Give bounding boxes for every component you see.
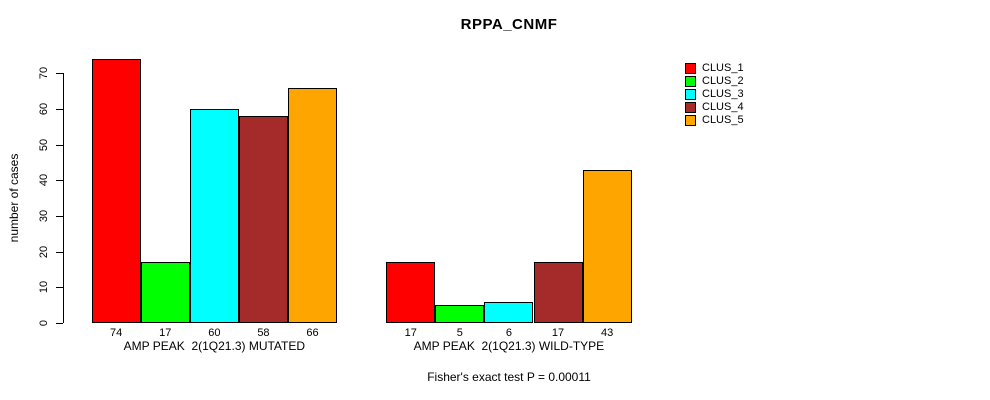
- y-axis-tick-label: 40: [38, 174, 50, 187]
- legend-row-clus_1: CLUS_1: [685, 62, 744, 75]
- legend-swatch-icon: [685, 115, 696, 126]
- bar-value-label: 74: [110, 327, 123, 339]
- bar-clus_5-group2: [582, 169, 632, 323]
- y-axis-tick: [56, 180, 63, 182]
- bar-clus_2-group1: [140, 262, 190, 323]
- y-axis-tick: [56, 108, 63, 110]
- y-axis-tick-label: 20: [38, 245, 50, 258]
- bar-clus_3-group2: [484, 301, 534, 323]
- chart-title: RPPA_CNMF: [460, 16, 558, 33]
- y-axis-tick: [56, 73, 63, 75]
- legend-label: CLUS_3: [702, 88, 744, 100]
- y-axis-tick-label: 0: [38, 319, 50, 327]
- bar-value-label: 17: [159, 327, 172, 339]
- legend-swatch-icon: [685, 63, 696, 74]
- legend-row-clus_3: CLUS_3: [685, 88, 744, 101]
- bar-clus_1-group1: [91, 59, 141, 323]
- legend-swatch-icon: [685, 89, 696, 100]
- y-axis-tick-label: 60: [38, 102, 50, 116]
- bar-clus_1-group2: [386, 262, 436, 323]
- y-axis-tick: [56, 251, 63, 253]
- y-axis-tick-label: 70: [38, 67, 50, 80]
- legend-swatch-icon: [685, 102, 696, 113]
- y-axis-tick: [56, 144, 63, 146]
- legend-label: CLUS_5: [702, 114, 744, 126]
- y-axis-tick: [56, 215, 63, 217]
- legend-swatch-icon: [685, 76, 696, 87]
- legend: CLUS_1 CLUS_2 CLUS_3 CLUS_4 CLUS_5: [685, 62, 744, 127]
- bar-clus_4-group1: [238, 116, 288, 323]
- bar-clus_2-group2: [435, 305, 485, 323]
- bar-value-label: 43: [601, 327, 614, 339]
- legend-label: CLUS_4: [702, 101, 744, 113]
- y-axis-title: number of cases: [7, 153, 21, 243]
- legend-label: CLUS_2: [702, 75, 744, 87]
- group-label-1: AMP PEAK 2(1Q21.3) MUTATED: [123, 339, 306, 353]
- y-axis-tick-label: 10: [38, 281, 50, 294]
- bar-value-label: 60: [208, 327, 221, 339]
- fisher-test-annotation: Fisher's exact test P = 0.00011: [427, 370, 591, 384]
- legend-row-clus_2: CLUS_2: [685, 75, 744, 88]
- legend-label: CLUS_1: [702, 62, 744, 74]
- y-axis-line: [63, 73, 64, 323]
- bar-value-label: 58: [257, 327, 270, 339]
- y-axis-tick: [56, 287, 63, 289]
- bar-value-label: 17: [551, 327, 565, 339]
- bar-clus_4-group2: [533, 262, 583, 323]
- bar-value-label: 5: [456, 327, 463, 339]
- bar-value-label: 17: [404, 327, 417, 339]
- group-label-2: AMP PEAK 2(1Q21.3) WILD-TYPE: [413, 339, 605, 353]
- bar-clus_3-group1: [189, 108, 239, 323]
- bar-clus_5-group1: [288, 87, 338, 323]
- legend-row-clus_4: CLUS_4: [685, 101, 744, 114]
- legend-row-clus_5: CLUS_5: [685, 114, 744, 127]
- bar-value-label: 66: [306, 327, 319, 339]
- y-axis-tick-label: 50: [38, 138, 50, 151]
- y-axis-tick: [56, 323, 63, 324]
- bar-value-label: 6: [505, 327, 512, 339]
- y-axis-tick-label: 30: [38, 209, 50, 223]
